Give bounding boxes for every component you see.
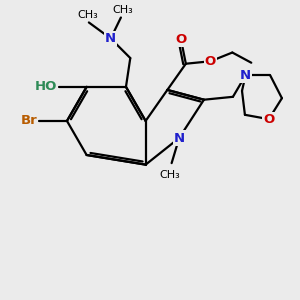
Text: HO: HO (35, 80, 58, 93)
Text: Br: Br (21, 114, 38, 128)
Text: N: N (174, 131, 185, 145)
Text: O: O (176, 33, 187, 46)
Text: O: O (263, 113, 275, 126)
Text: CH₃: CH₃ (112, 4, 133, 15)
Text: CH₃: CH₃ (160, 169, 181, 179)
Text: N: N (105, 32, 116, 45)
Text: O: O (205, 55, 216, 68)
Text: CH₃: CH₃ (77, 10, 98, 20)
Text: N: N (240, 69, 251, 82)
